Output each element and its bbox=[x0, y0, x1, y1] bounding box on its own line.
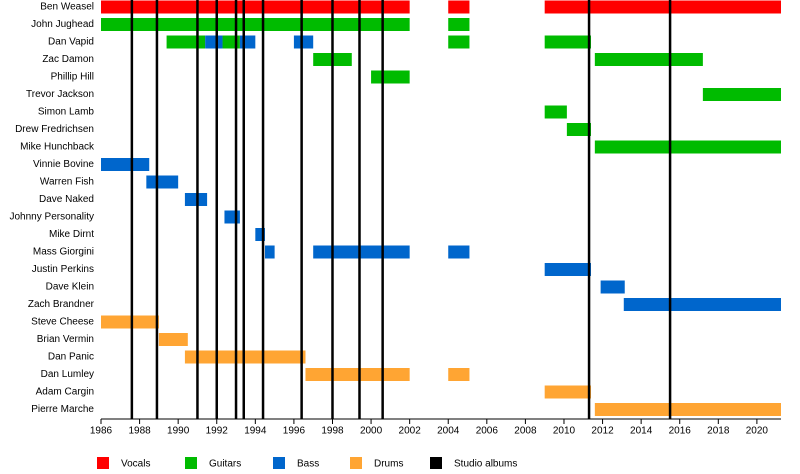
member-name: Brian Vermin bbox=[37, 334, 94, 345]
role-bar bbox=[623, 298, 781, 311]
member-name: Simon Lamb bbox=[38, 107, 95, 118]
member-name: Zac Damon bbox=[42, 54, 94, 65]
member-name: Dan Vapid bbox=[48, 37, 94, 48]
role-bar bbox=[158, 333, 188, 346]
role-bar bbox=[101, 315, 159, 329]
member-name: Mike Dirnt bbox=[49, 229, 94, 240]
role-bar bbox=[166, 35, 206, 49]
role-bar bbox=[146, 175, 179, 189]
role-bar bbox=[255, 228, 265, 241]
member-name: Dan Panic bbox=[48, 352, 94, 363]
role-bar bbox=[544, 0, 781, 14]
role-bar bbox=[239, 35, 256, 49]
x-tick-label: 1990 bbox=[167, 426, 190, 437]
role-bar bbox=[594, 53, 703, 66]
x-tick-label: 2008 bbox=[514, 426, 537, 437]
x-tick-label: 1996 bbox=[283, 426, 306, 437]
x-tick-label: 2012 bbox=[591, 426, 614, 437]
role-bar bbox=[101, 0, 410, 14]
role-bar bbox=[305, 368, 410, 381]
role-bar bbox=[594, 403, 781, 416]
role-bar bbox=[600, 280, 625, 294]
member-name: John Jughead bbox=[31, 19, 94, 30]
legend-swatch bbox=[97, 457, 109, 469]
role-bar bbox=[448, 18, 470, 31]
x-tick-label: 1994 bbox=[244, 426, 267, 437]
member-name: Johnny Personality bbox=[10, 212, 95, 223]
role-bar bbox=[293, 35, 314, 49]
legend-label: Bass bbox=[297, 459, 319, 470]
x-tick-label: 1988 bbox=[128, 426, 151, 437]
legend-swatch bbox=[350, 457, 362, 469]
role-bar bbox=[448, 245, 470, 259]
role-bar bbox=[702, 88, 781, 101]
role-bar bbox=[448, 0, 470, 14]
x-tick-label: 1986 bbox=[90, 426, 113, 437]
role-bar bbox=[224, 210, 240, 224]
member-name: Drew Fredrichsen bbox=[15, 124, 94, 135]
role-bar bbox=[371, 70, 410, 84]
x-tick-label: 2004 bbox=[437, 426, 460, 437]
member-name: Warren Fish bbox=[40, 177, 94, 188]
legend-label: Drums bbox=[374, 459, 403, 470]
role-bar bbox=[448, 35, 470, 49]
member-name: Steve Cheese bbox=[31, 317, 94, 328]
x-tick-label: 2010 bbox=[553, 426, 576, 437]
role-bar bbox=[184, 193, 208, 206]
x-tick-label: 2016 bbox=[669, 426, 692, 437]
role-bar bbox=[101, 158, 150, 171]
x-tick-label: 2000 bbox=[360, 426, 383, 437]
member-name: Adam Cargin bbox=[36, 387, 94, 398]
role-bar bbox=[222, 35, 240, 49]
x-tick-label: 2020 bbox=[746, 426, 769, 437]
member-name: Pierre Marche bbox=[31, 404, 94, 415]
x-tick-label: 1998 bbox=[321, 426, 344, 437]
legend-swatch bbox=[430, 457, 442, 469]
role-bar bbox=[544, 35, 591, 49]
legend-label: Vocals bbox=[121, 459, 150, 470]
member-name: Trevor Jackson bbox=[26, 89, 94, 100]
role-bar bbox=[544, 105, 567, 119]
role-bar bbox=[264, 245, 275, 259]
member-name: Mass Giorgini bbox=[33, 247, 94, 258]
member-name: Dan Lumley bbox=[41, 369, 94, 380]
legend-swatch bbox=[273, 457, 285, 469]
role-bar bbox=[101, 18, 410, 31]
x-tick-label: 1992 bbox=[206, 426, 229, 437]
role-bar bbox=[448, 368, 470, 381]
role-bar bbox=[594, 140, 781, 154]
x-tick-label: 2006 bbox=[476, 426, 499, 437]
role-bar bbox=[544, 263, 591, 276]
role-bar bbox=[544, 385, 591, 399]
legend-label: Studio albums bbox=[454, 459, 517, 470]
x-tick-label: 2002 bbox=[399, 426, 422, 437]
role-bar bbox=[184, 350, 306, 364]
member-name: Mike Hunchback bbox=[20, 142, 95, 153]
member-name: Dave Naked bbox=[39, 194, 94, 205]
member-name: Dave Klein bbox=[46, 282, 94, 293]
member-name: Justin Perkins bbox=[32, 264, 94, 275]
role-bar bbox=[313, 245, 410, 259]
legend-swatch bbox=[185, 457, 197, 469]
role-bar bbox=[205, 35, 223, 49]
member-name: Vinnie Bovine bbox=[33, 159, 94, 170]
member-name: Zach Brandner bbox=[28, 299, 95, 310]
x-tick-label: 2014 bbox=[630, 426, 653, 437]
x-tick-label: 2018 bbox=[707, 426, 730, 437]
legend-label: Guitars bbox=[209, 459, 241, 470]
role-bar bbox=[566, 123, 591, 136]
member-name: Phillip Hill bbox=[51, 72, 94, 83]
member-name: Ben Weasel bbox=[40, 2, 94, 13]
